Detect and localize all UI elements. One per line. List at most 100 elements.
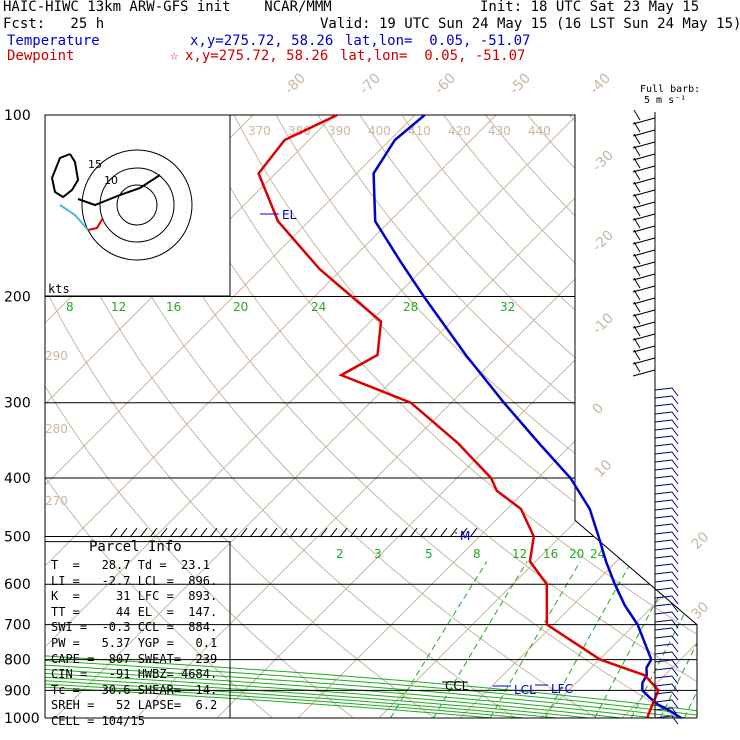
dry-adiabat-label: 280: [45, 422, 68, 436]
wind-barb-flag: [633, 229, 641, 241]
isotherm-line: [689, 115, 697, 718]
freezing-level-hatch: [329, 527, 338, 538]
wind-barb-lower: [654, 611, 673, 615]
wind-barb-flag: [671, 403, 679, 413]
hodograph-trace-low: [59, 204, 89, 231]
freezing-level-hatch: [349, 527, 358, 538]
wind-barb-flag: [671, 691, 679, 701]
wind-barb-flag: [671, 563, 679, 573]
freezing-level-hatch: [469, 527, 478, 538]
barb-legend-line2: 5 m s⁻¹: [644, 95, 687, 106]
freezing-level-hatch: [279, 527, 288, 538]
wind-barb-flag: [633, 289, 641, 301]
dry-adiabat-label: 370: [248, 124, 271, 138]
wind-barb-lower: [654, 499, 673, 503]
wind-barb-upper: [632, 165, 656, 173]
wind-barb-upper: [632, 273, 656, 281]
mixing-ratio-line: [683, 561, 697, 718]
wind-barb-lower: [654, 475, 673, 479]
freezing-level-hatch: [429, 527, 438, 538]
parcel-info-rows: T = 28.7 Td = 23.1 LI = -2.7 LCL = 896. K …: [51, 558, 231, 730]
moist-adiabat-label: 8: [66, 300, 74, 314]
wind-barb-flag: [671, 611, 679, 621]
annotation-label: CCL: [445, 679, 469, 693]
moist-adiabat-label: 20: [233, 300, 248, 314]
dry-adiabat-line: [275, 115, 697, 718]
wind-barb-lower: [654, 603, 673, 607]
wind-barb-lower: [654, 395, 673, 399]
wind-barb-flag: [671, 635, 679, 645]
freezing-level-hatch: [119, 527, 128, 538]
wind-barb-lower: [654, 595, 673, 599]
parcel-info-row: Tc = 30.6 SHEAR= 14.: [51, 682, 218, 697]
freezing-level-hatch: [409, 527, 418, 538]
moist-adiabat-label: 32: [500, 300, 515, 314]
wind-barb-flag: [633, 145, 641, 157]
parcel-info-row: SREH = 52 LAPSE= 6.2: [51, 698, 218, 713]
init-time: Init: 18 UTC Sat 23 May 15: [480, 0, 700, 15]
dry-adiabat-line: [45, 115, 535, 718]
wind-barb-upper: [632, 213, 656, 221]
wind-barb-lower: [654, 523, 673, 527]
pressure-tick-label: 1000: [4, 711, 40, 727]
wind-barb-lower: [654, 587, 673, 591]
freezing-level-hatch: [269, 527, 278, 538]
wind-barb-lower: [654, 515, 673, 519]
freezing-level-hatch: [379, 527, 388, 538]
wind-barb-flag: [671, 555, 679, 565]
isotherm-label: -30: [590, 147, 617, 174]
wind-barb-upper: [632, 237, 656, 245]
mixing-ratio-label: 5: [425, 547, 433, 561]
wind-barb-upper: [632, 285, 656, 293]
mixing-ratio-line: [544, 561, 633, 718]
wind-barb-upper: [632, 321, 656, 329]
wind-barb-flag: [671, 443, 679, 453]
dry-adiabat-line: [45, 115, 289, 718]
freezing-level-hatch: [229, 527, 238, 538]
mixing-ratio-label: 2: [336, 547, 344, 561]
dry-adiabat-line: [233, 115, 697, 718]
wind-barb-lower: [654, 643, 673, 647]
wind-barb-lower: [654, 635, 673, 639]
freezing-level-hatch: [219, 527, 228, 538]
hodograph-ring: [81, 149, 193, 261]
freezing-level-hatch: [179, 527, 188, 538]
freezing-level-hatch: [389, 527, 398, 538]
freezing-level-hatch: [139, 527, 148, 538]
dry-adiabat-label: 400: [368, 124, 391, 138]
freezing-level-hatch: [449, 527, 458, 538]
annotation-label: M: [460, 529, 470, 543]
wind-barb-flag: [633, 253, 641, 265]
freezing-level-hatch: [199, 527, 208, 538]
parcel-info-row: TT = 44 EL = 147.: [51, 604, 218, 619]
isotherm-label: -60: [432, 70, 459, 97]
wind-barb-flag: [671, 707, 679, 717]
wind-barb-upper: [632, 345, 656, 353]
hodograph-ring: [116, 184, 158, 226]
temperature-xy: x,y=275.72, 58.26: [190, 33, 334, 49]
moist-adiabat-label: 12: [111, 300, 126, 314]
freezing-level-hatch: [259, 527, 268, 538]
wind-barb-lower: [654, 403, 673, 407]
wind-barb-lower: [654, 699, 673, 703]
wind-barb-flag: [671, 435, 679, 445]
wind-barb-upper: [632, 225, 656, 233]
isotherm-label: 0: [590, 400, 608, 418]
wind-barb-flag: [671, 491, 679, 501]
dry-adiabat-line: [107, 115, 697, 718]
moist-adiabat-line: [45, 296, 623, 718]
mixing-ratio-label: 12: [512, 547, 527, 561]
dry-adiabat-line: [359, 115, 697, 718]
wind-barb-flag: [633, 265, 641, 277]
wind-barb-flag: [671, 539, 679, 549]
wind-barb-upper: [632, 177, 656, 185]
freezing-level-hatch: [209, 527, 218, 538]
freezing-level-hatch: [339, 527, 348, 538]
wind-barb-lower: [654, 563, 673, 567]
wind-barb-flag: [671, 459, 679, 469]
pressure-tick-label: 700: [4, 618, 31, 634]
isotherm-label: 10: [592, 457, 616, 481]
valid-time: Valid: 19 UTC Sun 24 May 15 (16 LST Sun …: [320, 16, 740, 32]
wind-barb-flag: [633, 313, 641, 325]
isotherm-label: -70: [357, 70, 384, 97]
